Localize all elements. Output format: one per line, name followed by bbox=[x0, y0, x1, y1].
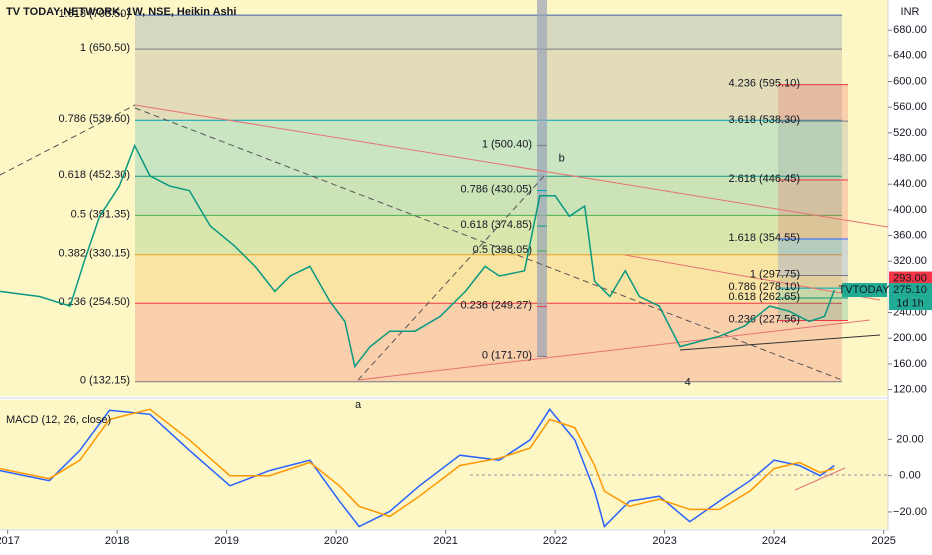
price-tag bbox=[889, 283, 932, 298]
fib-label: 0.236 (254.50) bbox=[58, 296, 130, 308]
fib-label: 0 (171.70) bbox=[482, 349, 532, 361]
fib-label: 0.618 (262.65) bbox=[728, 291, 800, 303]
fib-label: 1.618 (354.55) bbox=[728, 232, 800, 244]
fib-label: 0.786 (430.05) bbox=[460, 183, 532, 195]
fib-band bbox=[135, 49, 842, 121]
y-tick-label: 400.00 bbox=[893, 204, 927, 216]
x-tick-label: 2024 bbox=[762, 535, 786, 547]
y-tick-label: 480.00 bbox=[893, 152, 927, 164]
y-tick-label: 200.00 bbox=[893, 332, 927, 344]
fib-band bbox=[778, 121, 848, 181]
price-pane bbox=[0, 0, 888, 396]
trendline bbox=[794, 467, 846, 491]
chart-title: TV TODAY NETWORK, 1W, NSE, Heikin Ashi bbox=[6, 6, 236, 18]
y-tick-label: −20.00 bbox=[893, 506, 927, 518]
y-tick-label: 680.00 bbox=[893, 24, 927, 36]
fib-label: 0.618 (452.30) bbox=[58, 169, 130, 181]
currency-label: INR bbox=[901, 6, 920, 18]
trendline bbox=[357, 174, 546, 381]
trendline bbox=[134, 104, 888, 228]
fib-band bbox=[778, 84, 848, 122]
fib-band bbox=[135, 254, 842, 304]
trendline bbox=[0, 104, 136, 176]
series-line bbox=[0, 143, 836, 369]
y-tick-label: 20.00 bbox=[896, 433, 924, 445]
symbol-tag bbox=[842, 283, 887, 298]
y-tick-label: 440.00 bbox=[893, 178, 927, 190]
y-tick-label: 120.00 bbox=[893, 383, 927, 395]
fib-label: 0.236 (249.27) bbox=[460, 300, 532, 312]
fib-label: 0.786 (539.60) bbox=[58, 113, 130, 125]
fib-label: 1 (297.75) bbox=[750, 268, 800, 280]
fib-label: 1 (500.40) bbox=[482, 138, 532, 150]
fib-label: 0.236 (227.56) bbox=[728, 313, 800, 325]
y-tick-label: 560.00 bbox=[893, 101, 927, 113]
price-tag-label: 275.10 bbox=[893, 284, 927, 296]
y-tick-label: 0.00 bbox=[899, 470, 920, 482]
trendline bbox=[624, 254, 881, 301]
x-tick-label: 2017 bbox=[0, 535, 20, 547]
wave-label: a bbox=[355, 399, 362, 411]
x-tick-label: 2023 bbox=[652, 535, 676, 547]
series-group bbox=[0, 143, 836, 369]
fib-band bbox=[135, 120, 842, 177]
countdown-tag bbox=[889, 297, 932, 311]
fib-band bbox=[778, 288, 848, 299]
y-tick-label: 320.00 bbox=[893, 255, 927, 267]
x-tick-label: 2020 bbox=[324, 535, 348, 547]
fib-label: 4.236 (595.10) bbox=[728, 78, 800, 90]
fib-label: 0.786 (278.10) bbox=[728, 281, 800, 293]
macd-title: MACD (12, 26, close) bbox=[6, 414, 111, 426]
x-tick-label: 2018 bbox=[105, 535, 129, 547]
price-tag bbox=[889, 271, 932, 286]
y-tick-label: 160.00 bbox=[893, 358, 927, 370]
x-tick-label: 2025 bbox=[871, 535, 895, 547]
fib-band bbox=[135, 303, 842, 382]
fib-band bbox=[135, 215, 842, 255]
x-tick-label: 2019 bbox=[214, 535, 238, 547]
countdown-label: 1d 1h bbox=[896, 297, 924, 309]
trendline bbox=[679, 334, 881, 351]
fib-band bbox=[778, 239, 848, 276]
fib-label: 0 (132.15) bbox=[80, 375, 130, 387]
fib-label: 0.618 (374.85) bbox=[460, 219, 532, 231]
y-tick-label: 600.00 bbox=[893, 75, 927, 87]
fib-label: 0.5 (336.05) bbox=[473, 244, 532, 256]
macd-pane bbox=[0, 400, 888, 529]
fib-label: 1.618 (703.50) bbox=[58, 8, 130, 20]
fib-band bbox=[135, 15, 842, 50]
price-tag-label: 293.00 bbox=[893, 272, 927, 284]
fib-label: 1 (650.50) bbox=[80, 42, 130, 54]
x-tick-label: 2021 bbox=[433, 535, 457, 547]
series-group bbox=[0, 408, 835, 528]
wave-label: 4 bbox=[685, 376, 691, 388]
fib-label: 2.618 (446.45) bbox=[728, 173, 800, 185]
symbol-tag-label: TVTODAY bbox=[839, 284, 891, 296]
fib-label: 3.618 (538.30) bbox=[728, 114, 800, 126]
fib-band bbox=[135, 176, 842, 216]
wave-label: b bbox=[559, 152, 565, 164]
series-line bbox=[0, 408, 835, 528]
series-line bbox=[0, 408, 835, 518]
trendline bbox=[357, 319, 871, 381]
y-tick-label: 640.00 bbox=[893, 50, 927, 62]
fib-label: 0.382 (330.15) bbox=[58, 248, 130, 260]
y-tick-label: 520.00 bbox=[893, 127, 927, 139]
fib-band bbox=[778, 180, 848, 240]
x-tick-label: 2022 bbox=[543, 535, 567, 547]
y-tick-label: 360.00 bbox=[893, 229, 927, 241]
